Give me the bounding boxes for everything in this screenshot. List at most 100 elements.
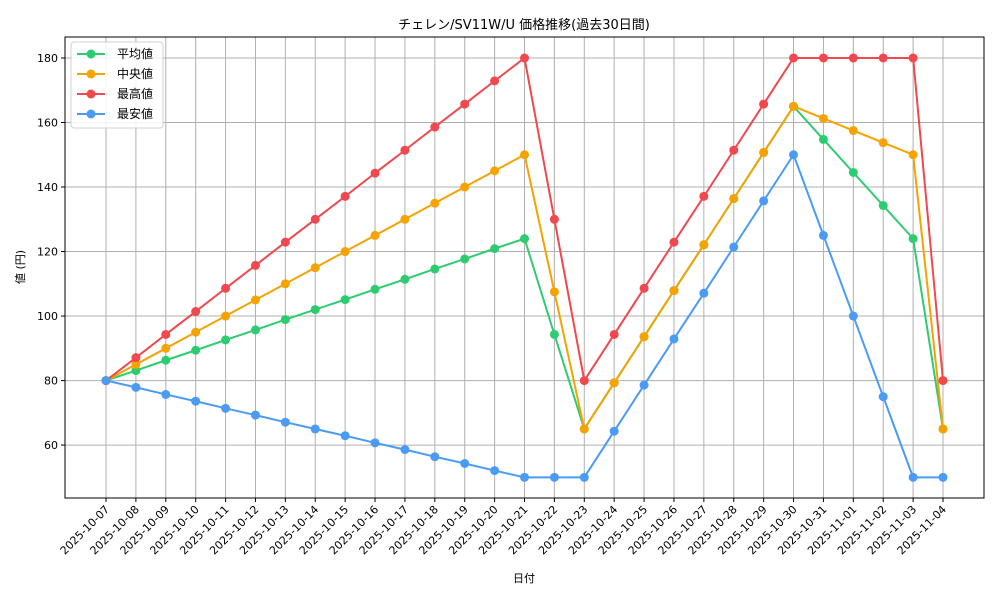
data-point: [131, 353, 141, 363]
data-point: [699, 288, 709, 298]
y-tick-label: 140: [37, 181, 58, 194]
data-point: [161, 389, 171, 399]
data-point: [938, 376, 948, 386]
data-point: [609, 426, 619, 436]
y-tick-label: 120: [37, 246, 58, 259]
data-point: [250, 325, 260, 335]
data-point: [848, 167, 858, 177]
data-point: [729, 145, 739, 155]
data-point: [609, 329, 619, 339]
legend-item: 最高値: [77, 86, 153, 101]
data-point: [161, 355, 171, 365]
data-point: [579, 376, 589, 386]
data-point: [191, 307, 201, 317]
data-point: [280, 417, 290, 427]
data-point: [639, 380, 649, 390]
y-tick-label: 100: [37, 310, 58, 323]
data-point: [789, 150, 799, 160]
data-point: [370, 168, 380, 178]
data-point: [848, 53, 858, 63]
data-point: [938, 472, 948, 482]
data-point: [310, 263, 320, 273]
data-point: [280, 279, 290, 289]
data-point: [729, 242, 739, 252]
data-point: [340, 247, 350, 257]
data-point: [878, 53, 888, 63]
data-point: [400, 145, 410, 155]
data-point: [310, 305, 320, 315]
data-point: [340, 295, 350, 305]
data-point: [460, 182, 470, 192]
series-1: [101, 101, 948, 434]
data-point: [430, 264, 440, 274]
data-point: [191, 396, 201, 406]
data-point: [699, 240, 709, 250]
legend-label: 中央値: [117, 66, 153, 81]
data-point: [250, 295, 260, 305]
data-point: [908, 472, 918, 482]
data-point: [490, 76, 500, 86]
data-point: [520, 472, 529, 482]
data-point: [101, 376, 111, 386]
data-point: [280, 237, 290, 247]
data-point: [789, 101, 799, 111]
data-point: [579, 424, 589, 434]
data-point: [878, 392, 888, 402]
data-point: [340, 431, 350, 441]
data-point: [579, 472, 589, 482]
data-point: [818, 113, 828, 123]
legend-swatch-marker: [86, 109, 96, 119]
data-point: [430, 452, 440, 462]
series-lines: [101, 53, 948, 482]
data-point: [639, 332, 649, 342]
legend-item: 中央値: [77, 66, 153, 81]
data-point: [131, 359, 141, 369]
data-point: [400, 445, 410, 455]
y-tick-label: 160: [37, 116, 58, 129]
data-point: [490, 466, 500, 476]
data-point: [878, 201, 888, 211]
data-point: [938, 424, 948, 434]
data-point: [400, 274, 410, 284]
data-point: [310, 424, 320, 434]
data-point: [549, 287, 559, 297]
data-point: [848, 311, 858, 321]
data-point: [250, 410, 260, 420]
legend-swatch-marker: [86, 69, 96, 79]
data-point: [818, 230, 828, 240]
legend-label: 最高値: [117, 86, 153, 101]
data-point: [430, 198, 440, 208]
legend-label: 平均値: [117, 46, 153, 61]
data-point: [340, 191, 350, 201]
data-point: [400, 214, 410, 224]
data-point: [221, 311, 231, 321]
data-point: [490, 244, 500, 254]
data-point: [460, 458, 470, 468]
legend-swatch-marker: [86, 89, 96, 99]
data-point: [221, 403, 231, 413]
data-point: [789, 53, 799, 63]
data-point: [520, 150, 529, 160]
data-point: [639, 283, 649, 293]
data-point: [490, 166, 500, 176]
data-point: [878, 138, 888, 148]
data-point: [460, 99, 470, 109]
series-3: [101, 150, 948, 482]
data-point: [699, 191, 709, 201]
data-point: [609, 378, 619, 388]
series-2: [101, 53, 948, 386]
legend-label: 最安値: [117, 106, 153, 121]
data-point: [310, 214, 320, 224]
data-point: [250, 260, 260, 270]
y-axis-label: 値 (円): [14, 250, 27, 284]
data-point: [191, 345, 201, 355]
chart-title: チェレン/SV11W/U 価格推移(過去30日間): [398, 17, 650, 33]
data-point: [729, 194, 739, 204]
data-point: [370, 230, 380, 240]
legend-item: 平均値: [77, 46, 153, 61]
data-point: [818, 134, 828, 144]
